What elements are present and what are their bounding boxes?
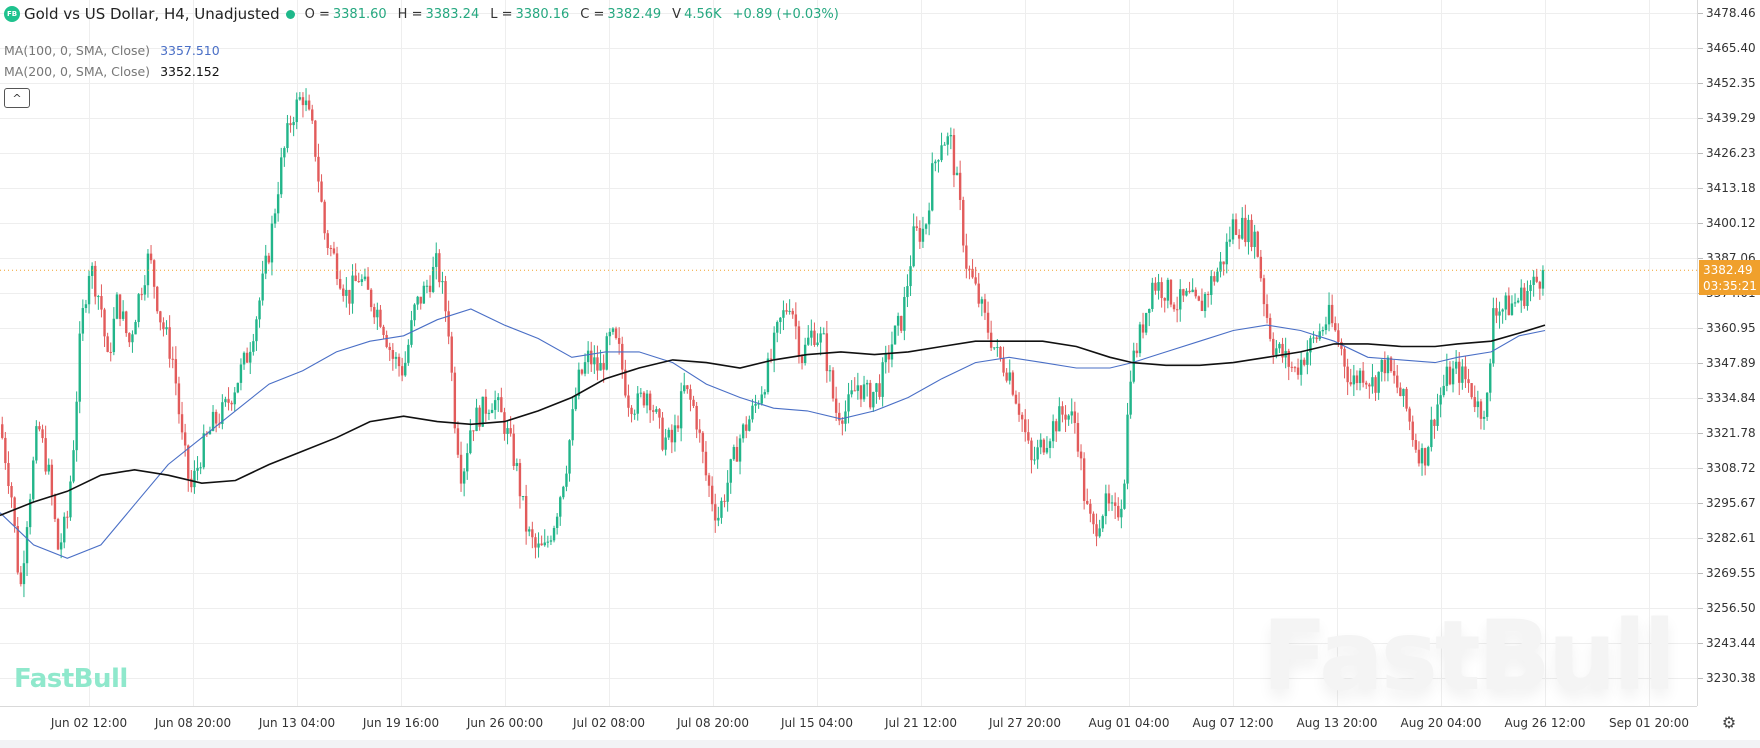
price-tick-label: 3478.46 [1706, 6, 1756, 20]
close-value: 3382.49 [607, 6, 662, 22]
price-tick-label: 3230.38 [1706, 671, 1756, 685]
time-tick-label: Jun 26 00:00 [466, 716, 544, 730]
change-value: +0.89 (+0.03%) [732, 6, 839, 22]
price-tick-mark [1698, 608, 1703, 609]
close-label: C = [580, 6, 605, 22]
time-tick-label: Jul 08 20:00 [677, 716, 749, 730]
ma200-label: MA(200, 0, SMA, Close) [4, 64, 151, 79]
price-tick-mark [1698, 188, 1703, 189]
price-tick-label: 3452.35 [1706, 76, 1756, 90]
high-label: H = [397, 6, 423, 22]
price-tick-mark [1698, 503, 1703, 504]
time-tick-label: Aug 07 12:00 [1192, 716, 1274, 730]
price-tick-label: 3426.23 [1706, 146, 1756, 160]
price-tick-mark [1698, 643, 1703, 644]
time-tick-label: Jul 15 04:00 [781, 716, 853, 730]
time-tick-label: Sep 01 20:00 [1608, 716, 1690, 730]
price-tick-label: 3269.55 [1706, 566, 1756, 580]
price-tick-mark [1698, 13, 1703, 14]
price-tick-label: 3334.84 [1706, 391, 1756, 405]
time-tick-label: Aug 20 04:00 [1400, 716, 1482, 730]
symbol-header: FB Gold vs US Dollar, H4, Unadjusted O =… [4, 4, 850, 24]
price-tick-label: 3360.95 [1706, 321, 1756, 335]
time-tick-label: Aug 26 12:00 [1504, 716, 1586, 730]
chevron-up-icon: ^ [12, 91, 22, 105]
horizontal-gridlines [0, 13, 1697, 679]
ma200-line [0, 324, 1546, 517]
price-tick-label: 3295.67 [1706, 496, 1756, 510]
time-tick-label: Jun 08 20:00 [154, 716, 232, 730]
open-label: O = [304, 6, 330, 22]
time-tick-label: Jul 27 20:00 [989, 716, 1061, 730]
low-label: L = [490, 6, 513, 22]
price-tick-mark [1698, 363, 1703, 364]
time-tick-label: Jun 13 04:00 [258, 716, 336, 730]
volume-value: 4.56K [684, 6, 722, 22]
price-tick-label: 3465.40 [1706, 41, 1756, 55]
price-tick-mark [1698, 83, 1703, 84]
price-tick-mark [1698, 48, 1703, 49]
price-tick-mark [1698, 153, 1703, 154]
ma100-line [0, 308, 1546, 559]
price-tick-label: 3321.78 [1706, 426, 1756, 440]
price-chart-plot[interactable] [0, 0, 1697, 706]
market-status-dot-icon [285, 9, 295, 19]
fastbull-logo-icon: FB [4, 6, 20, 22]
candlestick-chart[interactable] [0, 0, 1697, 706]
time-tick-label: Jul 02 08:00 [573, 716, 645, 730]
high-value: 3383.24 [425, 6, 480, 22]
time-tick-label: Jun 19 16:00 [362, 716, 440, 730]
time-tick-label: Aug 01 04:00 [1088, 716, 1170, 730]
price-tick-label: 3439.29 [1706, 111, 1756, 125]
last-price-tag: 3382.49 03:35:21 [1699, 260, 1760, 296]
price-tick-label: 3400.12 [1706, 216, 1756, 230]
last-price-value: 3382.49 [1703, 263, 1753, 278]
price-tick-mark [1698, 118, 1703, 119]
price-tick-mark [1698, 398, 1703, 399]
candles [1, 88, 1545, 598]
price-tick-label: 3243.44 [1706, 636, 1756, 650]
time-axis[interactable]: Jun 02 12:00 Jun 08 20:00 Jun 13 04:00 Jun … [0, 706, 1697, 741]
collapse-legend-button[interactable]: ^ [4, 88, 30, 108]
open-value: 3381.60 [332, 6, 387, 22]
time-tick-label: Jun 02 12:00 [50, 716, 128, 730]
bottom-bar [0, 740, 1760, 748]
price-tick-mark [1698, 328, 1703, 329]
time-tick-label: Jul 21 12:00 [885, 716, 957, 730]
moving-average-lines [0, 308, 1546, 559]
ma200-value: 3352.152 [160, 64, 220, 79]
price-tick-mark [1698, 538, 1703, 539]
price-tick-mark [1698, 468, 1703, 469]
price-axis[interactable]: 3478.46 3465.40 3452.35 3439.29 3426.23 3413.… [1697, 0, 1760, 706]
price-tick-mark [1698, 433, 1703, 434]
ma100-value: 3357.510 [160, 43, 220, 58]
fastbull-watermark-large: FastBull [1262, 600, 1676, 712]
price-tick-label: 3308.72 [1706, 461, 1756, 475]
price-tick-label: 3413.18 [1706, 181, 1756, 195]
price-tick-label: 3282.61 [1706, 531, 1756, 545]
fastbull-watermark-small: FastBull [14, 664, 128, 694]
price-tick-mark [1698, 573, 1703, 574]
price-tick-mark [1698, 258, 1703, 259]
time-tick-label: Aug 13 20:00 [1296, 716, 1378, 730]
volume-label: V [672, 6, 682, 22]
price-tick-label: 3347.89 [1706, 356, 1756, 370]
symbol-title[interactable]: Gold vs US Dollar, H4, Unadjusted [24, 5, 280, 23]
chart-legend: FB Gold vs US Dollar, H4, Unadjusted O =… [4, 4, 850, 108]
indicator-ma100[interactable]: MA(100, 0, SMA, Close) 3357.510 [4, 40, 850, 61]
settings-gear-icon[interactable]: ⚙ [1721, 713, 1737, 732]
ma100-label: MA(100, 0, SMA, Close) [4, 43, 151, 58]
price-tick-mark [1698, 223, 1703, 224]
low-value: 3380.16 [515, 6, 570, 22]
vertical-gridlines [89, 0, 1650, 706]
price-tick-mark [1698, 678, 1703, 679]
price-tick-label: 3256.50 [1706, 601, 1756, 615]
bar-countdown: 03:35:21 [1703, 279, 1757, 294]
indicator-ma200[interactable]: MA(200, 0, SMA, Close) 3352.152 [4, 61, 850, 82]
